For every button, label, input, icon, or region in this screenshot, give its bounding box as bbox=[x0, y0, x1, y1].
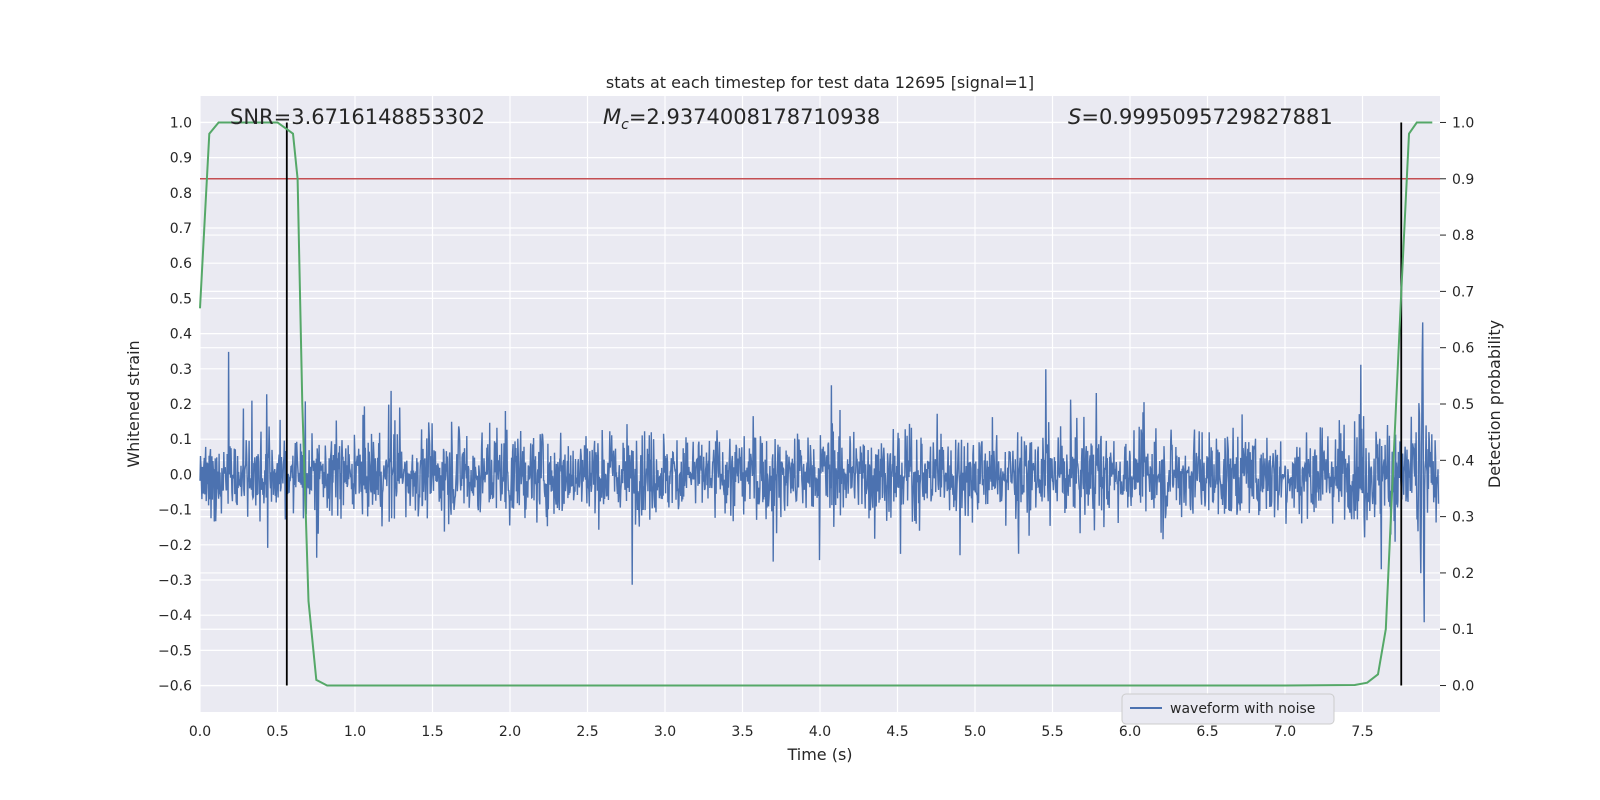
y-tick-label: −0.4 bbox=[158, 608, 192, 624]
y-tick-label: 1.0 bbox=[170, 115, 192, 131]
y2-tick-label: 0.2 bbox=[1452, 566, 1474, 582]
x-tick-label: 1.5 bbox=[421, 724, 443, 740]
legend-label: waveform with noise bbox=[1170, 701, 1315, 717]
x-tick-label: 5.0 bbox=[964, 724, 986, 740]
y-tick-label: −0.1 bbox=[158, 503, 192, 519]
waveform-line bbox=[199, 322, 1440, 623]
detection-probability-line bbox=[199, 121, 1433, 687]
x-tick-label: 2.0 bbox=[499, 724, 521, 740]
y-tick-label: 0.6 bbox=[170, 256, 192, 272]
y-axis-label: Whitened strain bbox=[124, 340, 143, 467]
x-tick-label: 7.0 bbox=[1274, 724, 1296, 740]
y2-tick-label: 0.5 bbox=[1452, 397, 1474, 413]
mc-value: =2.9374008178710938 bbox=[629, 105, 880, 129]
snr-annotation: SNR=3.6716148853302 bbox=[230, 105, 485, 129]
y2-tick-label: 0.4 bbox=[1452, 453, 1474, 469]
overlay-lines bbox=[199, 121, 1440, 687]
s-value: =0.9995095729827881 bbox=[1081, 105, 1332, 129]
y-tick-label: 0.8 bbox=[170, 186, 192, 202]
y-tick-label: 0.7 bbox=[170, 221, 192, 237]
y-tick-label: 0.5 bbox=[170, 291, 192, 307]
y-tick-label: −0.5 bbox=[158, 643, 192, 659]
waveform-series bbox=[199, 322, 1440, 623]
y-tick-label: 0.9 bbox=[170, 151, 192, 167]
y-tick-label: −0.3 bbox=[158, 573, 192, 589]
y2-tick-label: 0.3 bbox=[1452, 510, 1474, 526]
y2-tick-label: 0.1 bbox=[1452, 622, 1474, 638]
y-tick-label: 0.0 bbox=[170, 467, 192, 483]
s-symbol: S bbox=[1068, 105, 1081, 129]
y2-tick-label: 0.9 bbox=[1452, 172, 1474, 188]
x-tick-label: 6.5 bbox=[1196, 724, 1218, 740]
x-axis-label: Time (s) bbox=[786, 745, 852, 764]
y-tick-label: −0.2 bbox=[158, 538, 192, 554]
y-tick-label: 0.4 bbox=[170, 327, 192, 343]
x-ticks: 0.0 0.5 1.0 1.5 2.0 2.5 3.0 3.5 4.0 4.5 5.0 5.5 6.0 6… bbox=[189, 724, 1374, 740]
y2-tick-label: 0.8 bbox=[1452, 228, 1474, 244]
x-tick-label: 0.0 bbox=[189, 724, 211, 740]
x-tick-label: 6.0 bbox=[1119, 724, 1141, 740]
mc-annotation: Mc=2.9374008178710938 bbox=[603, 105, 880, 133]
x-tick-label: 2.5 bbox=[576, 724, 598, 740]
x-tick-label: 4.0 bbox=[809, 724, 831, 740]
y2-tick-label: 1.0 bbox=[1452, 115, 1474, 131]
legend: waveform with noise bbox=[1121, 693, 1335, 725]
mc-symbol: M bbox=[603, 105, 621, 129]
y2-tick-label: 0.7 bbox=[1452, 284, 1474, 300]
y2-ticks: 1.0 0.9 0.8 0.7 0.6 0.5 0.4 0.3 0.2 0.1 0.0 bbox=[1440, 115, 1474, 695]
y2-tick-label: 0.0 bbox=[1452, 679, 1474, 695]
y-ticks: 1.0 0.9 0.8 0.7 0.6 0.5 0.4 0.3 0.2 0.1 0.0 −0.1 −0.… bbox=[158, 115, 192, 694]
legend-box bbox=[1121, 693, 1335, 725]
chart-title: stats at each timestep for test data 126… bbox=[606, 73, 1034, 92]
y2-tick-label: 0.6 bbox=[1452, 341, 1474, 357]
y-tick-label: 0.2 bbox=[170, 397, 192, 413]
x-tick-label: 5.5 bbox=[1041, 724, 1063, 740]
s-annotation: S=0.9995095729827881 bbox=[1068, 105, 1333, 129]
y-tick-label: 0.3 bbox=[170, 362, 192, 378]
y-tick-label: 0.1 bbox=[170, 432, 192, 448]
x-tick-label: 0.5 bbox=[266, 724, 288, 740]
x-tick-label: 7.5 bbox=[1351, 724, 1373, 740]
x-tick-label: 3.0 bbox=[654, 724, 676, 740]
x-tick-label: 3.5 bbox=[731, 724, 753, 740]
y2-axis-label: Detection probability bbox=[1485, 320, 1504, 488]
x-tick-label: 4.5 bbox=[886, 724, 908, 740]
y-tick-label: −0.6 bbox=[158, 679, 192, 695]
x-tick-label: 1.0 bbox=[344, 724, 366, 740]
mc-subscript: c bbox=[621, 117, 629, 133]
